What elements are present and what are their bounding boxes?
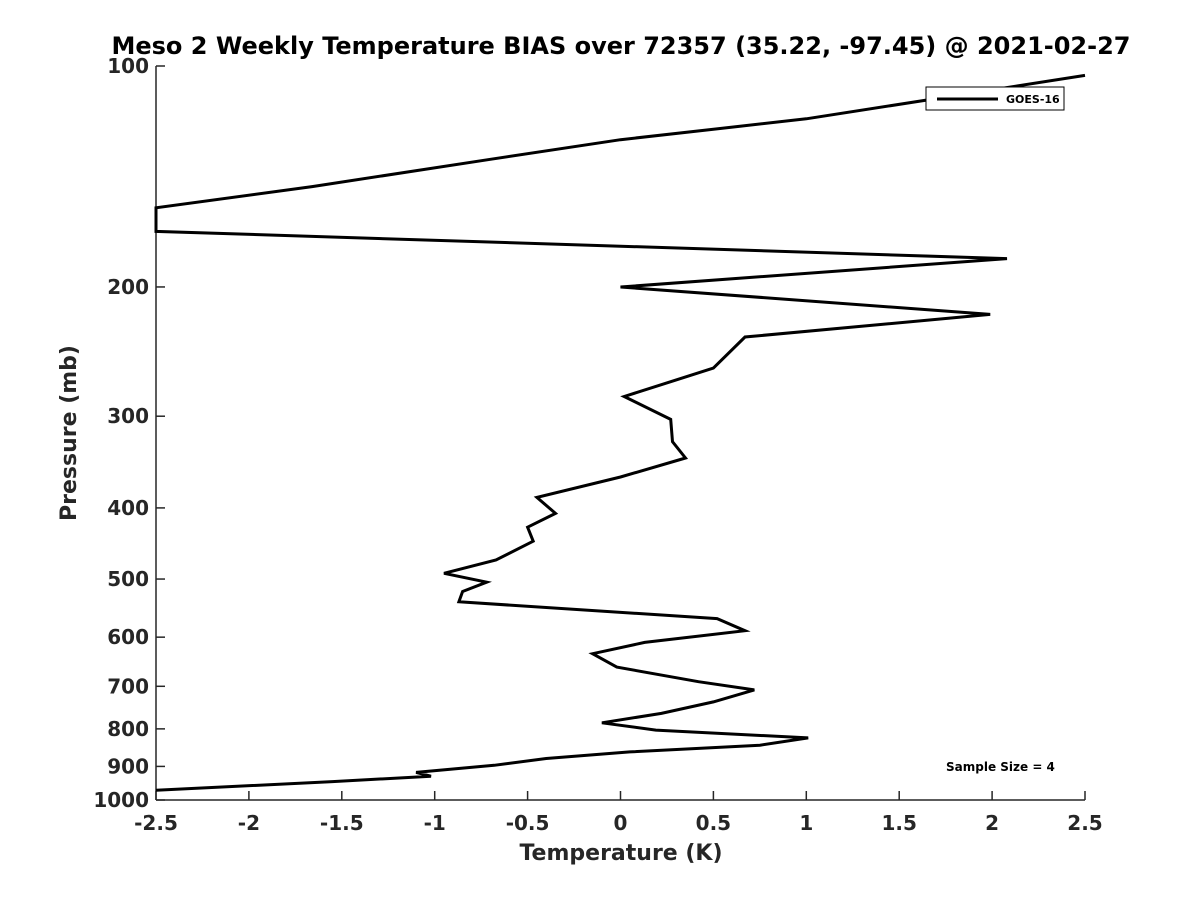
y-tick-label: 500 xyxy=(107,567,149,591)
x-tick-label: 2.5 xyxy=(1067,811,1102,835)
x-tick-label: 1.5 xyxy=(881,811,916,835)
x-tick-label: 0.5 xyxy=(696,811,731,835)
y-tick-label: 400 xyxy=(107,496,149,520)
x-tick-label: 0 xyxy=(614,811,628,835)
x-tick-label: -0.5 xyxy=(506,811,550,835)
y-tick-label: 300 xyxy=(107,404,149,428)
x-tick-label: -1 xyxy=(424,811,446,835)
chart-title: Meso 2 Weekly Temperature BIAS over 7235… xyxy=(111,32,1130,60)
y-tick-label: 1000 xyxy=(93,788,149,812)
x-tick-label: 2 xyxy=(985,811,999,835)
x-axis-label: Temperature (K) xyxy=(519,841,722,866)
sample-size-annotation: Sample Size = 4 xyxy=(946,760,1055,774)
y-tick-label: 800 xyxy=(107,717,149,741)
x-ticks: -2.5 -2 -1.5 -1 -0.5 0 0.5 1 1.5 2 2.5 xyxy=(134,791,1103,835)
x-tick-label: -2 xyxy=(238,811,260,835)
y-tick-label: 900 xyxy=(107,754,149,778)
x-tick-label: 1 xyxy=(799,811,813,835)
y-tick-label: 100 xyxy=(107,54,149,78)
y-tick-label: 600 xyxy=(107,625,149,649)
y-axis-label: Pressure (mb) xyxy=(57,345,82,521)
y-tick-label: 700 xyxy=(107,674,149,698)
series-line-goes-16 xyxy=(154,73,1086,792)
legend-label-goes-16: GOES-16 xyxy=(1006,93,1060,106)
series-lines xyxy=(154,73,1086,792)
legend: GOES-16 xyxy=(925,86,1065,111)
x-tick-label: -2.5 xyxy=(134,811,178,835)
y-ticks: 100 200 300 400 500 600 700 800 900 1000 xyxy=(93,54,165,812)
y-tick-label: 200 xyxy=(107,275,149,299)
x-tick-label: -1.5 xyxy=(320,811,364,835)
